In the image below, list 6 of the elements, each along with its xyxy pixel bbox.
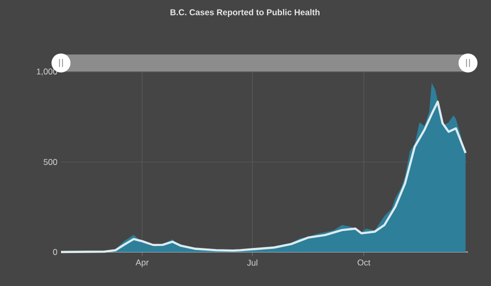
x-tick-label: Jul — [247, 260, 258, 266]
x-tick-label: Oct — [358, 260, 370, 266]
x-tick-label: Apr — [136, 260, 149, 268]
y-tick-label: 0 — [53, 249, 58, 255]
chart-title: B.C. Cases Reported to Public Health — [170, 9, 320, 17]
y-tick-label: 500 — [44, 159, 58, 165]
